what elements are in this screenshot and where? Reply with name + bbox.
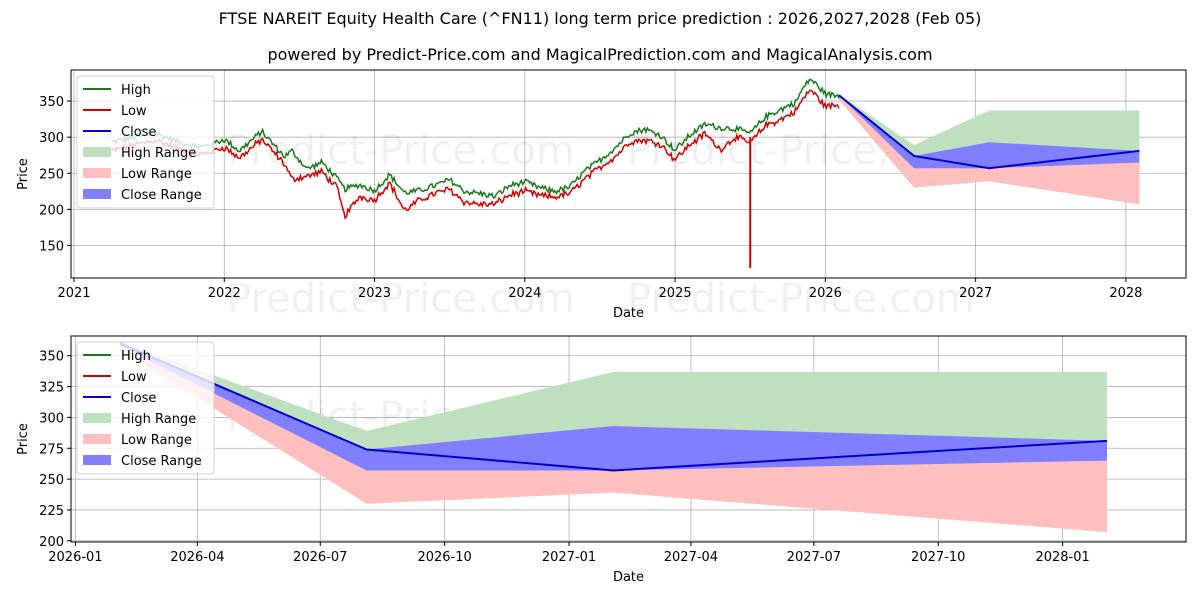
- y-tick-label: 300: [39, 411, 64, 426]
- legend-high-label: High: [121, 83, 151, 98]
- watermark-text: Predict-Price.com: [627, 276, 975, 322]
- y-axis-label: Price: [16, 423, 31, 455]
- y-tick-label: 350: [39, 350, 64, 365]
- plot-frame: [70, 69, 1187, 279]
- low-series-line: [111, 89, 840, 220]
- legend-low-range-label: Low Range: [121, 167, 192, 182]
- y-tick-label: 350: [39, 95, 64, 110]
- legend-low-range-swatch: [83, 434, 111, 444]
- x-tick-label: 2028-01: [1035, 550, 1089, 565]
- legend: High Low Close High Range Low Range Close Ran…: [76, 341, 215, 475]
- watermark-text: Predict-Price.com: [227, 276, 575, 322]
- legend-box: [76, 75, 215, 209]
- close-range-band: [119, 343, 1108, 471]
- y-tick-label: 300: [39, 131, 64, 146]
- x-tick-label: 2027-10: [911, 550, 965, 565]
- chart-subtitle: powered by Predict-Price.com and Magical…: [267, 45, 933, 64]
- x-tick-label: 2027-04: [664, 550, 718, 565]
- x-tick-label: 2023: [358, 286, 391, 301]
- y-tick-label: 200: [39, 203, 64, 218]
- y-tick-label: 225: [39, 504, 64, 519]
- y-axis-label: Price: [16, 158, 31, 190]
- forecast-zoom-chart-panel: Predict-Price.comPredict-Price.com2026-0…: [16, 335, 1187, 585]
- x-tick-label: 2025: [659, 286, 692, 301]
- x-tick-label: 2026-01: [48, 550, 102, 565]
- legend-high-range-label: High Range: [121, 146, 196, 161]
- y-tick-label: 200: [39, 535, 64, 550]
- legend-low-label: Low: [121, 370, 147, 385]
- x-tick-label: 2027-01: [542, 550, 596, 565]
- x-tick-label: 2021: [57, 286, 90, 301]
- legend-close-range-label: Close Range: [121, 454, 202, 469]
- legend-high-range-swatch: [83, 147, 111, 157]
- x-tick-label: 2027-07: [787, 550, 841, 565]
- plot-area: [111, 78, 1140, 268]
- legend: High Low Close High Range Low Range Close Ran…: [76, 75, 215, 209]
- legend-low-range-label: Low Range: [121, 433, 192, 448]
- x-tick-label: 2026-10: [417, 550, 471, 565]
- x-axis-label: Date: [613, 570, 644, 585]
- x-tick-label: 2027: [959, 286, 992, 301]
- y-tick-label: 325: [39, 381, 64, 396]
- watermark-text: Predict-Price.com: [227, 128, 575, 174]
- x-tick-label: 2024: [508, 286, 541, 301]
- y-tick-label: 250: [39, 473, 64, 488]
- x-tick-label: 2022: [208, 286, 241, 301]
- close-range-band: [838, 95, 1140, 169]
- x-tick-label: 2026-07: [293, 550, 347, 565]
- legend-close-range-swatch: [83, 455, 111, 465]
- close-series-line: [119, 342, 1108, 472]
- x-tick-label: 2026-04: [170, 550, 224, 565]
- legend-close-label: Close: [121, 391, 156, 406]
- close-series-line: [838, 94, 1140, 170]
- x-tick-label: 2028: [1109, 286, 1142, 301]
- plot-area: [119, 340, 1108, 533]
- high-series-line: [111, 78, 840, 199]
- plot-frame: [70, 335, 1187, 543]
- low-range-band: [119, 343, 1108, 533]
- y-tick-label: 250: [39, 167, 64, 182]
- legend-high-range-label: High Range: [121, 412, 196, 427]
- legend-low-label: Low: [121, 104, 147, 119]
- legend-close-range-label: Close Range: [121, 188, 202, 203]
- legend-low-range-swatch: [83, 168, 111, 178]
- long-term-chart-panel: Predict-Price.com Predict-Price.com Predic…: [16, 69, 1187, 322]
- legend-high-range-swatch: [83, 413, 111, 423]
- legend-box: [76, 341, 215, 475]
- y-tick-label: 275: [39, 442, 64, 457]
- x-tick-label: 2026: [809, 286, 842, 301]
- y-tick-label: 150: [39, 240, 64, 255]
- legend-high-label: High: [121, 349, 151, 364]
- chart-title: FTSE NAREIT Equity Health Care (^FN11) l…: [218, 9, 982, 28]
- legend-close-label: Close: [121, 125, 156, 140]
- low-range-band: [838, 95, 1140, 205]
- x-axis-label: Date: [613, 306, 644, 321]
- legend-close-range-swatch: [83, 189, 111, 199]
